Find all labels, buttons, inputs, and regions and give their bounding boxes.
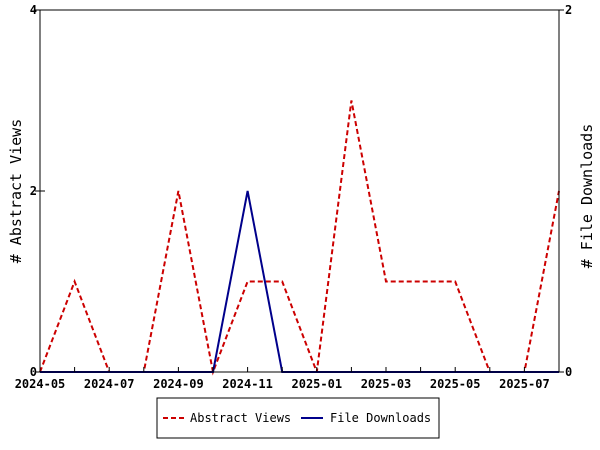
x-tick-label: 2025-03 [361,377,412,391]
legend-box [156,397,440,439]
x-tick-label: 2025-07 [499,377,550,391]
x-tick-label: 2024-09 [153,377,204,391]
plot-area-frame [39,9,560,373]
legend: Abstract Views File Downloads [156,397,440,439]
x-tick-label: 2025-05 [430,377,481,391]
y-right-tick-label: 0 [565,365,572,379]
y-left-tick-label: 2 [30,184,37,198]
y-axis-left: 0 2 4 [30,3,45,379]
y-axis-right: 02 [554,3,572,379]
y-left-tick-label: 4 [30,3,37,17]
legend-label-abstract-views: Abstract Views [190,411,291,425]
y-axis-left-label: # Abstract Views [7,119,25,264]
y-right-tick-label: 2 [565,3,572,17]
legend-label-file-downloads: File Downloads [330,411,431,425]
y-left-tick-label: 0 [30,365,37,379]
series-line-abstract-views [39,100,560,376]
x-tick-label: 2024-11 [222,377,273,391]
y-axis-right-label: # File Downloads [578,124,596,269]
series-line-file-downloads [40,190,559,373]
x-axis: 2024-05 2024-07 2024-09 2024-11 2025-01 2025-… [15,367,560,391]
x-tick-label: 2024-05 [15,377,66,391]
x-tick-label: 2025-01 [292,377,343,391]
series-layer [39,100,560,376]
x-tick-label: 2024-07 [84,377,135,391]
